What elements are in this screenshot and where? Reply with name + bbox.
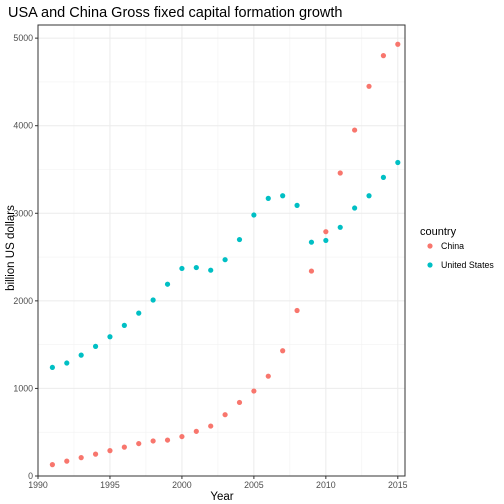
data-point-united-states xyxy=(208,267,214,273)
x-tick-label: 2005 xyxy=(244,480,264,490)
data-point-united-states xyxy=(366,193,372,199)
x-tick-label: 1990 xyxy=(28,480,48,490)
y-axis: 0 1000 2000 3000 4000 5000 xyxy=(13,33,38,481)
data-point-united-states xyxy=(64,360,70,366)
data-point-china xyxy=(251,388,257,394)
data-point-united-states xyxy=(395,159,401,166)
data-point-china xyxy=(208,423,214,429)
data-point-united-states xyxy=(308,239,315,245)
data-point-united-states xyxy=(265,195,271,201)
data-point-united-states xyxy=(236,236,243,243)
data-point-china xyxy=(380,53,387,59)
plot-border xyxy=(37,24,406,477)
data-point-china xyxy=(265,373,271,379)
data-point-united-states xyxy=(251,212,257,218)
data-point-china xyxy=(308,268,315,274)
data-point-china xyxy=(78,455,84,461)
data-point-united-states xyxy=(136,310,142,316)
legend-label-china: China xyxy=(441,241,464,251)
chart-title: USA and China Gross fixed capital format… xyxy=(8,5,342,21)
data-point-china xyxy=(193,428,199,434)
x-tick-label: 2015 xyxy=(388,480,408,490)
data-point-china xyxy=(49,462,55,468)
y-tick-label: 5000 xyxy=(13,33,33,43)
x-axis-title: Year xyxy=(210,491,233,503)
legend: country China United States xyxy=(420,226,494,270)
data-point-china xyxy=(352,127,358,133)
y-tick-label: 0 xyxy=(28,471,33,481)
data-point-china xyxy=(280,348,286,354)
data-point-china xyxy=(236,399,243,406)
data-point-united-states xyxy=(323,237,329,244)
data-point-china xyxy=(150,438,156,444)
data-point-united-states xyxy=(49,364,55,371)
data-point-united-states xyxy=(280,193,286,199)
data-point-china xyxy=(366,83,372,89)
data-point-china xyxy=(323,229,329,235)
x-axis: 1990 1995 2000 2005 2010 2015 xyxy=(28,476,408,490)
data-point-china xyxy=(337,170,343,176)
x-tick-label: 1995 xyxy=(100,480,120,490)
data-point-united-states xyxy=(150,297,156,303)
data-point-china xyxy=(164,437,171,443)
data-point-china xyxy=(92,451,99,457)
data-points xyxy=(49,41,401,468)
x-tick-label: 2000 xyxy=(172,480,192,490)
legend-label-united-states: United States xyxy=(441,260,494,270)
data-point-china xyxy=(222,412,228,418)
y-tick-label: 4000 xyxy=(13,121,33,131)
data-point-united-states xyxy=(78,352,84,358)
data-point-united-states xyxy=(193,264,199,271)
data-point-united-states xyxy=(352,205,358,211)
legend-title: country xyxy=(420,226,457,238)
x-tick-label: 2010 xyxy=(316,480,336,490)
y-tick-label: 2000 xyxy=(13,296,33,306)
data-point-china xyxy=(64,458,70,464)
data-point-china xyxy=(121,444,127,450)
data-point-united-states xyxy=(164,281,171,287)
data-point-china xyxy=(107,448,113,454)
data-point-united-states xyxy=(121,322,127,328)
data-point-china xyxy=(136,440,142,447)
data-point-united-states xyxy=(294,202,300,208)
minor-gridlines xyxy=(38,25,405,476)
data-point-united-states xyxy=(92,343,99,349)
data-point-united-states xyxy=(222,257,228,263)
legend-key-china xyxy=(427,243,433,249)
data-point-united-states xyxy=(179,265,185,272)
y-axis-title: billion US dollars xyxy=(5,205,17,291)
legend-key-united-states xyxy=(427,262,433,268)
y-tick-label: 3000 xyxy=(13,208,33,218)
data-point-china xyxy=(294,307,300,314)
y-tick-label: 1000 xyxy=(13,383,33,393)
data-point-united-states xyxy=(107,334,113,340)
data-point-china xyxy=(179,433,185,440)
data-point-united-states xyxy=(337,224,343,230)
data-point-china xyxy=(395,41,401,47)
plot-panel xyxy=(38,25,405,476)
data-point-united-states xyxy=(380,174,387,180)
